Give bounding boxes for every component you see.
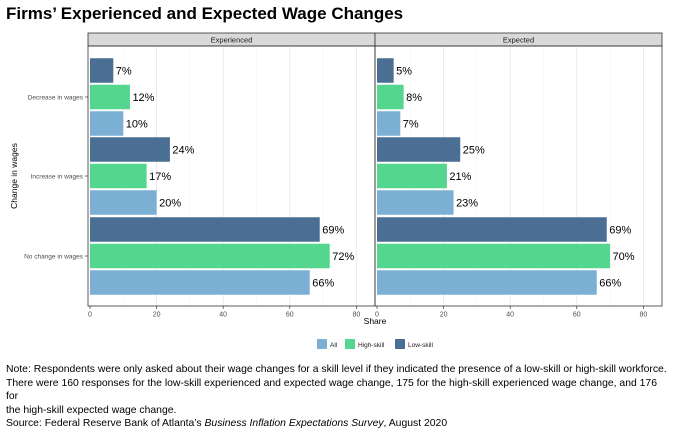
bar-experienced-all xyxy=(90,270,310,295)
data-label: 17% xyxy=(149,171,171,183)
bar-expected-all xyxy=(377,270,597,295)
note-line-3: the high-skill expected wage change. xyxy=(6,404,177,416)
data-label: 7% xyxy=(403,119,419,131)
panel-border-expected xyxy=(374,45,663,307)
data-label: 24% xyxy=(172,145,194,157)
bar-expected-low-skill xyxy=(377,137,461,162)
source-suffix: , August 2020 xyxy=(383,418,448,430)
data-label: 69% xyxy=(322,225,344,237)
bar-expected-high-skill xyxy=(377,84,404,110)
legend-label-low-skill: Low-skill xyxy=(408,342,433,349)
data-label: 69% xyxy=(609,225,631,237)
x-tick-label: 80 xyxy=(639,312,647,319)
y-tick-label: Increase in wages xyxy=(31,174,84,181)
bar-experienced-high-skill xyxy=(90,163,147,189)
facet-label-expected: Expected xyxy=(503,36,534,45)
x-tick-label: 80 xyxy=(352,312,360,319)
x-tick-label: 0 xyxy=(375,312,379,319)
bar-expected-all xyxy=(377,111,401,136)
bar-expected-all xyxy=(377,190,454,215)
x-tick-label: 40 xyxy=(219,312,227,319)
chart-notes: Note: Respondents were only asked about … xyxy=(6,363,670,431)
bar-experienced-all xyxy=(90,190,157,215)
bar-expected-high-skill xyxy=(377,243,611,269)
legend-swatch-high-skill xyxy=(345,339,355,349)
data-label: 8% xyxy=(406,92,422,104)
x-axis-title: Share xyxy=(364,316,387,326)
source-line: Source: Federal Reserve Bank of Atlanta’… xyxy=(6,417,670,431)
source-title: Business Inflation Expectations Survey xyxy=(204,418,384,430)
bar-experienced-low-skill xyxy=(90,137,170,162)
bar-experienced-low-skill xyxy=(90,58,114,83)
data-label: 70% xyxy=(613,251,635,263)
data-label: 72% xyxy=(332,251,354,263)
x-tick-label: 40 xyxy=(506,312,514,319)
data-label: 7% xyxy=(116,66,132,78)
legend-label-high-skill: High-skill xyxy=(358,342,385,349)
data-label: 21% xyxy=(449,171,471,183)
x-tick-label: 0 xyxy=(88,312,92,319)
chart-title: Firms’ Experienced and Expected Wage Cha… xyxy=(6,4,404,23)
y-tick-label: Decrease in wages xyxy=(28,95,84,102)
data-label: 23% xyxy=(456,198,478,210)
note-line-1: Note: Respondents were only asked about … xyxy=(6,364,667,375)
data-label: 20% xyxy=(159,198,181,210)
x-tick-label: 20 xyxy=(440,312,448,319)
bar-experienced-high-skill xyxy=(90,243,330,269)
data-label: 10% xyxy=(126,119,148,131)
x-tick-label: 60 xyxy=(573,312,581,319)
x-tick-label: 60 xyxy=(286,312,294,319)
bar-experienced-high-skill xyxy=(90,84,130,110)
y-tick-label: No change in wages xyxy=(24,254,84,261)
note-line-2: There were 160 responses for the low-ski… xyxy=(6,377,657,403)
y-axis-title: Change in wages xyxy=(9,143,19,209)
bar-expected-low-skill xyxy=(377,58,394,83)
data-label: 66% xyxy=(312,278,334,290)
legend-swatch-all xyxy=(317,339,327,349)
source-prefix: Source: Federal Reserve Bank of Atlanta’… xyxy=(6,418,205,430)
legend-swatch-low-skill xyxy=(395,339,405,349)
bar-expected-low-skill xyxy=(377,217,607,242)
data-label: 12% xyxy=(132,92,154,104)
data-label: 66% xyxy=(599,278,621,290)
x-tick-label: 20 xyxy=(153,312,161,319)
facet-label-experienced: Experienced xyxy=(211,36,253,45)
data-label: 5% xyxy=(396,66,412,78)
chart-area: Experienced 7% 12% 10% 24% 17% 20% 69% 72% 66% 0 20… xyxy=(9,32,663,349)
data-label: 25% xyxy=(463,145,485,157)
bar-experienced-all xyxy=(90,111,124,136)
bar-experienced-low-skill xyxy=(90,217,320,242)
legend-label-all: All xyxy=(330,342,338,349)
bar-expected-high-skill xyxy=(377,163,447,189)
